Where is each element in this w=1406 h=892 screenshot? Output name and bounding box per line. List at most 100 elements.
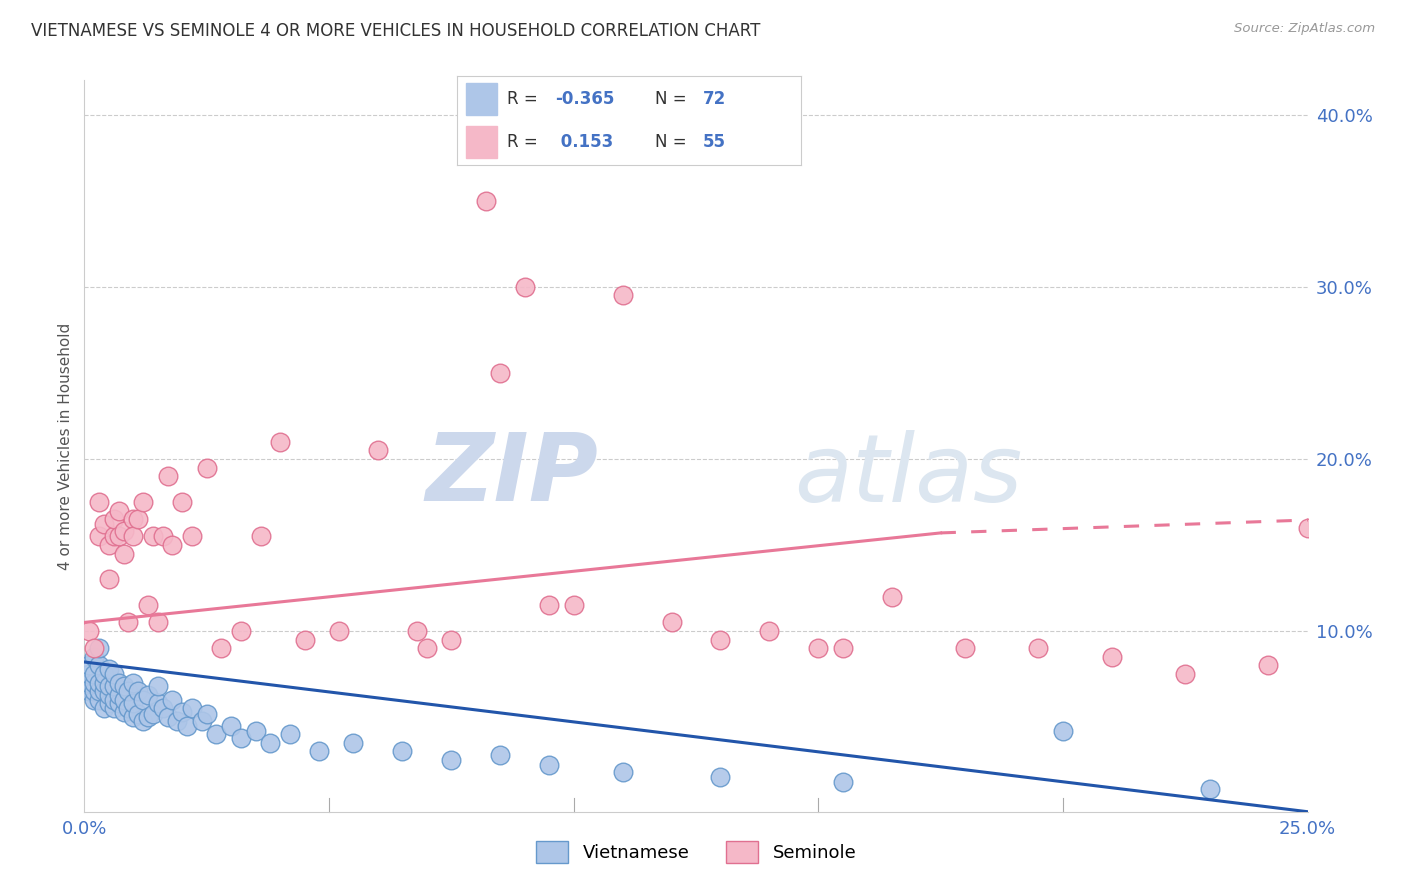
Point	[195, 706, 218, 721]
Point	[97, 696, 120, 710]
Text: ZIP: ZIP	[425, 429, 598, 521]
Point	[229, 731, 252, 745]
Point	[709, 770, 731, 784]
Point	[249, 529, 271, 543]
Point	[132, 495, 155, 509]
Point	[136, 710, 159, 724]
Point	[107, 503, 129, 517]
Point	[107, 688, 129, 702]
Point	[107, 529, 129, 543]
Point	[661, 615, 683, 630]
Point	[112, 705, 135, 719]
Text: R =: R =	[508, 133, 543, 151]
Point	[103, 512, 125, 526]
Point	[117, 701, 139, 715]
Point	[367, 443, 389, 458]
Point	[513, 280, 536, 294]
Point	[87, 641, 110, 656]
Point	[489, 747, 512, 762]
Point	[440, 753, 463, 767]
Point	[87, 495, 110, 509]
Point	[172, 495, 194, 509]
Point	[391, 744, 413, 758]
Point	[328, 624, 350, 638]
Text: 55: 55	[703, 133, 727, 151]
Point	[107, 696, 129, 710]
Point	[103, 693, 125, 707]
Point	[612, 765, 634, 780]
Point	[278, 727, 301, 741]
Bar	[465, 83, 496, 115]
Point	[172, 705, 194, 719]
Point	[97, 662, 120, 676]
Point	[122, 710, 145, 724]
Point	[807, 641, 830, 656]
Point	[127, 512, 149, 526]
Point	[181, 529, 204, 543]
Point	[103, 529, 125, 543]
Point	[538, 598, 561, 612]
Point	[152, 529, 174, 543]
Point	[112, 547, 135, 561]
Text: atlas: atlas	[794, 430, 1022, 521]
Point	[538, 758, 561, 772]
Point	[406, 624, 429, 638]
Point	[83, 693, 105, 707]
Point	[127, 706, 149, 721]
Point	[83, 641, 105, 656]
Text: 72: 72	[703, 90, 727, 108]
Point	[87, 675, 110, 690]
Bar	[465, 126, 496, 158]
Point	[1296, 521, 1319, 535]
Point	[87, 693, 110, 707]
Point	[152, 701, 174, 715]
Text: R =: R =	[508, 90, 543, 108]
Point	[93, 667, 115, 681]
Text: -0.365: -0.365	[555, 90, 614, 108]
Point	[136, 688, 159, 702]
Point	[156, 710, 179, 724]
Point	[440, 632, 463, 647]
Point	[112, 679, 135, 693]
Point	[612, 288, 634, 302]
Point	[122, 512, 145, 526]
Point	[103, 679, 125, 693]
Point	[146, 615, 169, 630]
Point	[209, 641, 232, 656]
Point	[259, 736, 281, 750]
Point	[191, 714, 214, 728]
Point	[122, 675, 145, 690]
Point	[97, 679, 120, 693]
Point	[77, 658, 100, 673]
Point	[83, 649, 105, 664]
Point	[953, 641, 976, 656]
Point	[132, 714, 155, 728]
Point	[219, 719, 242, 733]
Point	[205, 727, 228, 741]
Point	[136, 598, 159, 612]
Point	[269, 434, 291, 449]
Text: Source: ZipAtlas.com: Source: ZipAtlas.com	[1234, 22, 1375, 36]
Point	[562, 598, 585, 612]
Point	[97, 688, 120, 702]
Point	[162, 538, 184, 552]
Point	[831, 775, 853, 789]
Point	[162, 693, 184, 707]
Point	[229, 624, 252, 638]
Point	[93, 675, 115, 690]
Point	[107, 675, 129, 690]
Point	[142, 529, 165, 543]
Point	[245, 723, 267, 738]
Point	[112, 524, 135, 539]
Point	[83, 667, 105, 681]
Point	[1052, 723, 1074, 738]
Point	[77, 684, 100, 698]
Point	[103, 667, 125, 681]
Point	[416, 641, 439, 656]
Point	[474, 194, 496, 208]
Y-axis label: 4 or more Vehicles in Household: 4 or more Vehicles in Household	[58, 322, 73, 570]
Point	[77, 624, 100, 638]
Point	[93, 684, 115, 698]
Text: N =: N =	[655, 90, 692, 108]
Point	[87, 684, 110, 698]
